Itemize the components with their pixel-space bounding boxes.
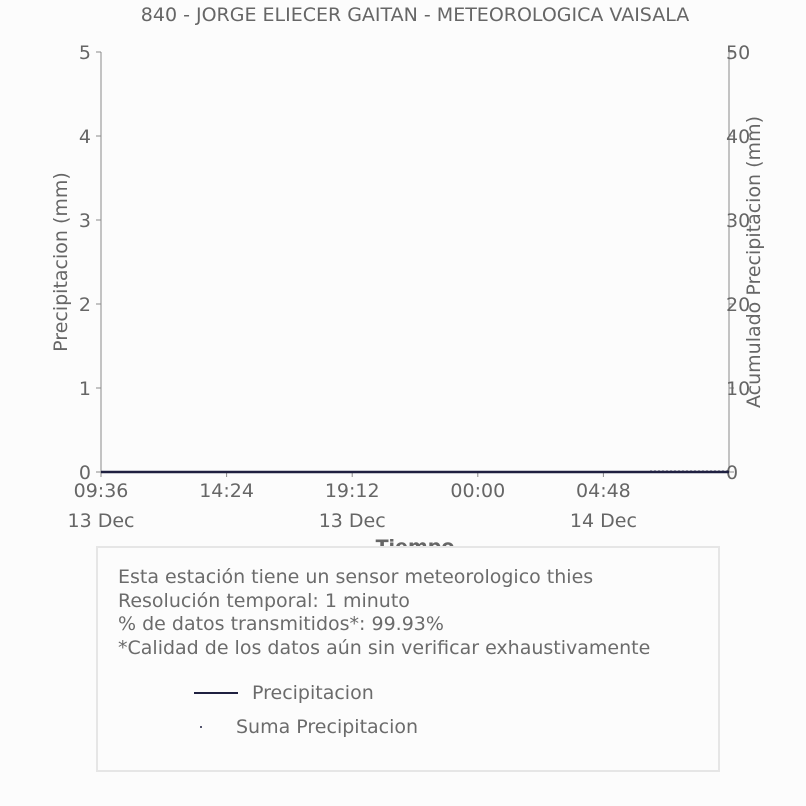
x-tick-label-time: 04:48 [576,480,631,502]
y-tick-label-left: 5 [79,42,91,64]
x-tick-label-time: 09:36 [74,480,129,502]
y-tick-label-left: 0 [79,462,91,484]
info-line-resolution: Resolución temporal: 1 minuto [118,589,410,612]
legend-item-precipitacion: Precipitacion [194,681,374,705]
x-tick-label-time: 00:00 [450,480,505,502]
y-tick-label-left: 2 [79,294,91,316]
info-box: Esta estación tiene un sensor meteorolog… [96,546,720,772]
chart-title: 840 - JORGE ELIECER GAITAN - METEOROLOGI… [141,4,689,26]
y-tick-label-left: 4 [79,126,91,148]
legend-item-suma-precipitacion: Suma Precipitacion [194,715,418,739]
y-tick-label-right: 50 [726,42,750,64]
y-axis-label-left: Precipitacion (mm) [50,172,72,352]
y-tick-label-right: 40 [726,126,750,148]
y-tick-label-right: 0 [726,462,738,484]
y-tick-label-right: 20 [726,294,750,316]
info-line-sensor: Esta estación tiene un sensor meteorolog… [118,566,594,588]
y-axis-label-right: Acumulado Precipitacion (mm) [743,116,765,408]
info-text: Esta estación tiene un sensor meteorolog… [118,566,650,660]
x-tick-label-date: 13 Dec [68,510,135,532]
x-tick-label-date: 14 Dec [570,510,637,532]
y-tick-label-right: 30 [726,210,750,232]
legend-line-swatch [194,691,238,695]
y-tick-label-right: 10 [726,378,750,400]
info-line-quality-note: *Calidad de los datos aún sin verificar … [118,636,651,659]
legend-label-precipitacion: Precipitacion [252,682,374,704]
y-tick-label-left: 1 [79,378,91,400]
x-tick-label-time: 14:24 [199,480,254,502]
legend-label-suma-precipitacion: Suma Precipitacion [236,716,419,738]
y-tick-label-left: 3 [79,210,91,232]
x-tick-label-date: 13 Dec [319,510,386,532]
info-line-transmitted: % de datos transmitidos*: 99.93% [118,613,444,635]
legend-dot-swatch [200,726,202,728]
x-tick-label-time: 19:12 [325,480,380,502]
